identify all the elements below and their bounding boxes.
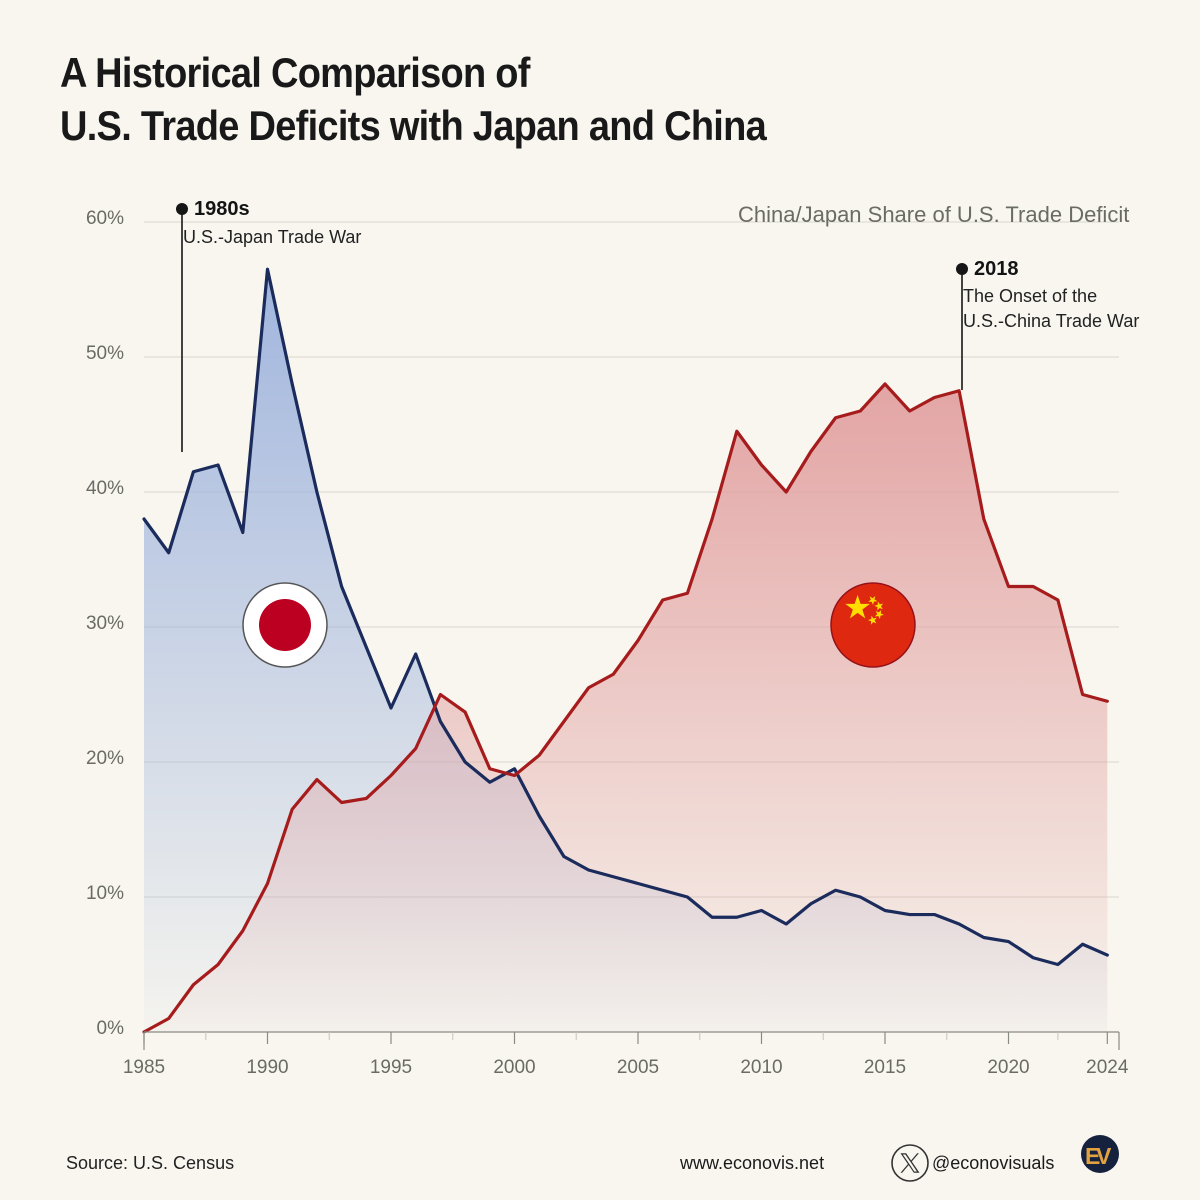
svg-text:V: V [1096, 1143, 1112, 1169]
